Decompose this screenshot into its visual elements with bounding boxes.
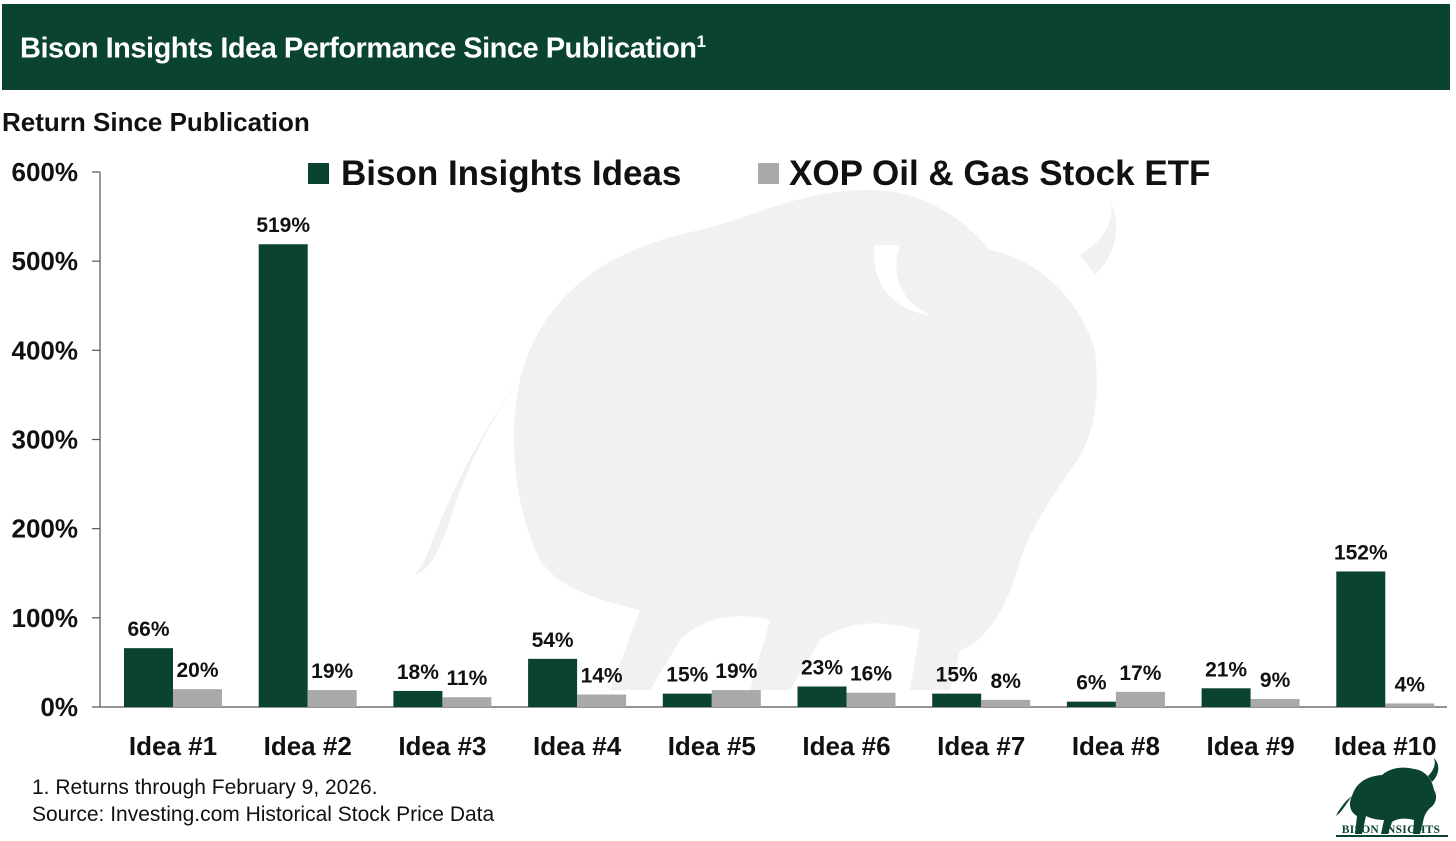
footnote-returns-date: 1. Returns through February 9, 2026.: [32, 776, 378, 799]
bar-bison-ideas: [662, 693, 712, 707]
title-footnote-marker: 1: [696, 32, 706, 51]
legend-swatch-xop-etf: [758, 163, 779, 184]
x-axis-labels: Idea #1 Idea #2 Idea #3 Idea #4 Idea #5 Idea …: [129, 731, 1437, 761]
page-title: Bison Insights Idea Performance Since Pu…: [20, 32, 706, 66]
x-tick-label: Idea #7: [937, 731, 1025, 761]
bar-bison-ideas: [528, 658, 578, 707]
bison-logo-icon: [1336, 758, 1448, 837]
data-label-xop-etf: 20%: [176, 659, 218, 682]
data-label-bison-ideas: 152%: [1334, 541, 1388, 564]
legend-label-bison-ideas: Bison Insights Ideas: [341, 154, 681, 193]
y-tick-label: 500%: [12, 246, 79, 276]
data-label-xop-etf: 11%: [446, 667, 487, 690]
data-label-xop-etf: 16%: [850, 663, 892, 686]
x-tick-label: Idea #9: [1207, 731, 1295, 761]
bar-xop-etf: [711, 690, 761, 707]
bar-xop-etf: [846, 692, 896, 707]
logo-text: BISON INSIGHTS: [1341, 824, 1441, 836]
bars-group: [124, 244, 1435, 707]
y-tick-label: 100%: [12, 603, 79, 633]
x-tick-label: Idea #4: [533, 731, 622, 761]
x-tick-label: Idea #6: [802, 731, 890, 761]
bar-bison-ideas: [124, 648, 173, 707]
bar-bison-ideas: [932, 693, 982, 707]
bar-bison-ideas: [393, 690, 443, 707]
bar-xop-etf: [1385, 703, 1435, 707]
data-label-bison-ideas: 15%: [936, 664, 978, 687]
bar-xop-etf: [307, 690, 357, 707]
data-label-bison-ideas: 23%: [801, 656, 843, 679]
data-label-xop-etf: 9%: [1260, 669, 1291, 692]
bar-bison-ideas: [1201, 688, 1251, 707]
bar-xop-etf: [981, 699, 1031, 707]
data-label-bison-ideas: 18%: [397, 661, 439, 684]
data-label-bison-ideas: 21%: [1205, 658, 1247, 681]
x-tick-label: Idea #1: [129, 731, 217, 761]
bar-xop-etf: [577, 694, 627, 707]
bar-labels-group: 66% 20% 519% 19% 18% 11% 54% 14% 15% 19% 23% 16% 15%…: [127, 214, 1425, 696]
legend: Bison Insights Ideas XOP Oil & Gas Stock…: [308, 154, 1210, 193]
data-label-xop-etf: 8%: [991, 670, 1022, 693]
data-label-bison-ideas: 66%: [127, 618, 169, 641]
x-tick-label: Idea #10: [1334, 731, 1437, 761]
data-label-xop-etf: 19%: [311, 660, 353, 683]
bar-xop-etf: [442, 697, 492, 707]
bar-xop-etf: [1115, 691, 1165, 707]
bar-bison-ideas: [258, 244, 308, 707]
legend-swatch-bison-ideas: [308, 163, 329, 184]
x-tick-label: Idea #8: [1072, 731, 1160, 761]
data-label-xop-etf: 4%: [1395, 673, 1426, 696]
y-tick-label: 300%: [12, 425, 79, 455]
data-label-xop-etf: 14%: [581, 665, 623, 688]
data-label-xop-etf: 19%: [715, 660, 757, 683]
data-label-bison-ideas: 54%: [532, 629, 574, 652]
bar-xop-etf: [173, 689, 222, 707]
y-axis-title: Return Since Publication: [2, 107, 310, 137]
title-text: Bison Insights Idea Performance Since Pu…: [20, 32, 697, 65]
bar-bison-ideas: [797, 686, 847, 707]
y-tick-label: 400%: [12, 335, 79, 365]
title-banner: Bison Insights Idea Performance Since Pu…: [2, 4, 1450, 90]
data-label-bison-ideas: 519%: [256, 214, 310, 237]
bar-bison-ideas: [1066, 701, 1116, 707]
x-tick-label: Idea #5: [668, 731, 756, 761]
y-axis-ticks: 0% 100% 200% 300% 400% 500% 600%: [12, 157, 100, 722]
x-tick-label: Idea #2: [264, 731, 352, 761]
data-label-bison-ideas: 15%: [666, 664, 708, 687]
y-tick-label: 200%: [12, 514, 79, 544]
y-tick-label: 0%: [40, 692, 78, 722]
bar-xop-etf: [1250, 698, 1300, 707]
y-tick-label: 600%: [12, 157, 79, 187]
legend-label-xop-etf: XOP Oil & Gas Stock ETF: [789, 154, 1210, 193]
data-label-xop-etf: 17%: [1119, 662, 1161, 685]
footnote-source: Source: Investing.com Historical Stock P…: [32, 803, 495, 826]
bar-bison-ideas: [1336, 571, 1386, 707]
x-tick-label: Idea #3: [398, 731, 486, 761]
data-label-bison-ideas: 6%: [1076, 672, 1107, 695]
bison-watermark-icon: [415, 190, 1117, 690]
